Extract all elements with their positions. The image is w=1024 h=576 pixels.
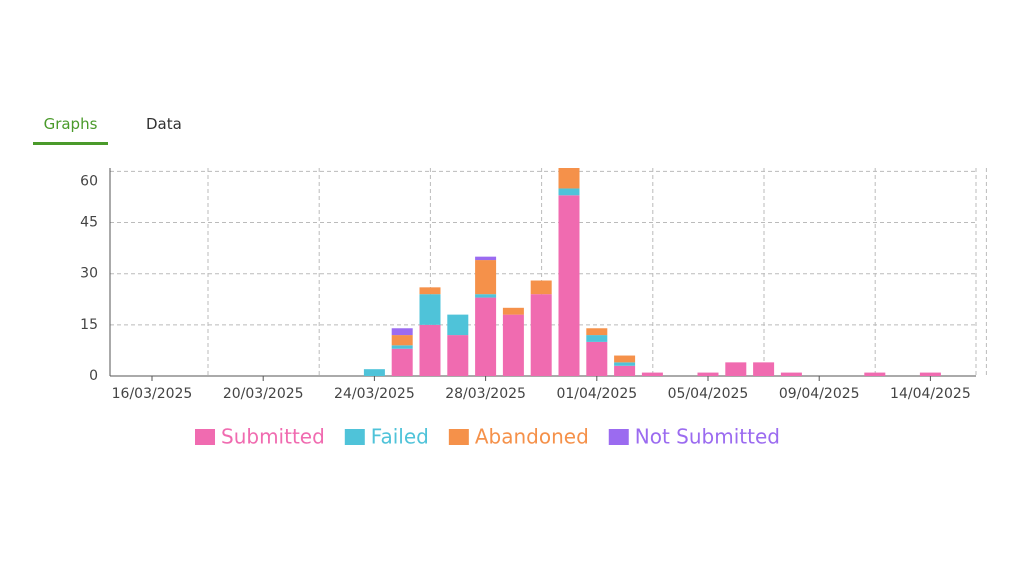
tab[interactable]: Data	[146, 115, 182, 133]
x-tick-label: 09/04/2025	[779, 386, 860, 402]
bar	[586, 341, 608, 376]
y-tick-label: 60	[80, 173, 98, 189]
x-tick-label: 28/03/2025	[445, 386, 526, 402]
bar	[614, 355, 636, 363]
x-tick-label: 16/03/2025	[112, 386, 193, 402]
legend-swatch	[344, 429, 365, 445]
bar	[475, 297, 497, 376]
bar	[475, 294, 497, 298]
bar	[447, 335, 469, 376]
y-tick-label: 15	[80, 317, 98, 333]
legend-label: Submitted	[221, 425, 325, 449]
bar	[419, 324, 441, 376]
bar	[391, 345, 413, 349]
legend-swatch	[608, 429, 629, 445]
bar	[502, 307, 524, 315]
bar	[391, 328, 413, 336]
y-tick-label: 45	[80, 215, 98, 231]
x-tick-label: 14/04/2025	[890, 386, 971, 402]
bar	[586, 328, 608, 336]
legend-label: Abandoned	[475, 425, 589, 449]
bar	[447, 314, 469, 336]
bar	[614, 362, 636, 366]
bar	[558, 168, 580, 189]
x-tick-label: 01/04/2025	[556, 386, 637, 402]
legend-label: Failed	[371, 425, 429, 449]
bar	[391, 335, 413, 346]
x-tick-label: 24/03/2025	[334, 386, 415, 402]
y-tick-label: 0	[89, 368, 98, 384]
x-tick-label: 05/04/2025	[668, 386, 749, 402]
bar	[753, 362, 775, 376]
y-tick-label: 30	[80, 266, 98, 282]
legend-swatch	[195, 429, 215, 445]
legend-swatch	[448, 429, 469, 445]
bar	[614, 365, 636, 376]
bar	[864, 372, 886, 376]
x-tick-label: 20/03/2025	[223, 386, 304, 402]
bar	[391, 348, 413, 376]
bar	[558, 195, 580, 376]
bar	[530, 294, 552, 376]
bar	[419, 287, 441, 295]
bar	[697, 372, 719, 376]
bar	[475, 256, 497, 261]
legend-label: Not Submitted	[635, 425, 780, 449]
bar	[558, 188, 580, 196]
bar	[502, 314, 524, 376]
bar	[780, 372, 802, 376]
bar	[919, 372, 941, 376]
bar	[725, 362, 747, 376]
bar	[363, 369, 385, 376]
tab[interactable]: Graphs	[33, 115, 108, 145]
bar	[419, 294, 441, 325]
bar	[530, 280, 552, 295]
bar	[475, 260, 497, 295]
bar	[586, 335, 608, 342]
bar	[641, 372, 663, 376]
